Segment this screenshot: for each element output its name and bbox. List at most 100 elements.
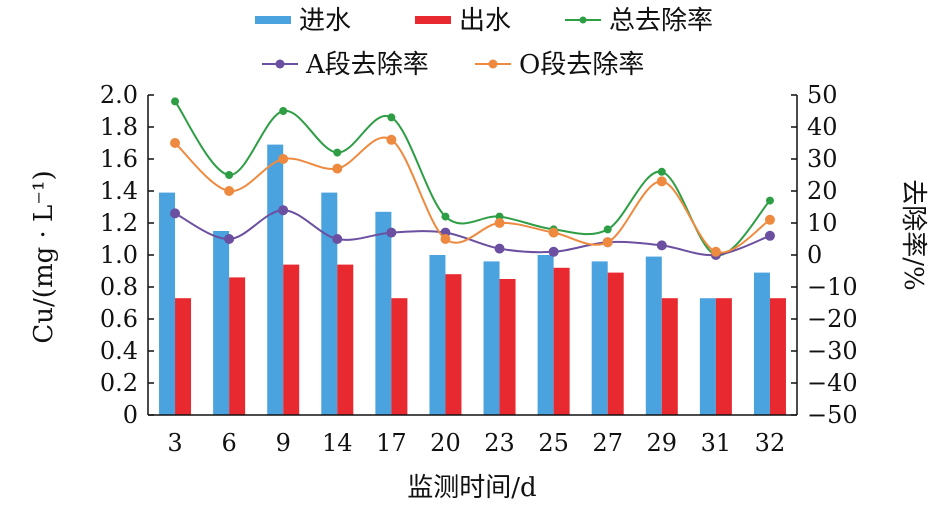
y2-tick-label: 50 [807,81,838,109]
bar-effluent-6 [229,277,246,415]
bar-influent-32 [753,272,770,415]
point-o-stage-removal-27 [602,237,613,248]
x-tick-label: 29 [647,429,678,457]
point-total-removal-29 [657,167,666,176]
legend-o-stage-removal-marker [488,59,498,69]
point-a-stage-removal-29 [656,240,667,251]
point-o-stage-removal-31 [710,246,721,257]
point-a-stage-removal-6 [224,234,235,244]
point-o-stage-removal-25 [548,227,559,238]
legend-influent: 进水 [255,6,351,36]
y-axis-title: Cu/(mg · L⁻¹) [29,170,59,343]
bar-influent-27 [591,261,608,415]
x-tick-label: 31 [701,429,732,457]
y2-tick-label: 10 [807,209,838,237]
point-a-stage-removal-17 [386,227,397,238]
x-tick-label: 3 [167,429,182,457]
line-total-removal [174,100,771,257]
y2-tick-label: 20 [807,177,838,205]
point-total-removal-9 [279,107,288,115]
bar-effluent-14 [337,264,354,415]
y2-tick-label: 30 [807,145,838,173]
point-o-stage-removal-14 [332,163,343,174]
line-a-stage-removal [174,209,771,257]
legend-effluent-label: 出水 [459,6,511,36]
x-axis-title: 监测时间/d [407,473,536,503]
x-tick-label: 14 [322,429,353,457]
y-tick-label: 1.2 [100,209,138,237]
point-total-removal-3 [171,97,180,106]
y-tick-label: 1.4 [100,177,138,205]
axes: 0 0.2 0.4 0.6 0.8 1.0 1.2 1.4 1.6 1.8 2.0 −50 −40 −30… [100,81,858,457]
y-tick-label: 0.6 [100,305,138,333]
legend-a-stage-removal: A段去除率 [262,50,429,80]
x-tick-label: 17 [376,429,407,457]
legend-total-removal-label: 总去除率 [609,6,713,36]
bar-influent-25 [537,255,554,415]
point-total-removal-32 [765,196,774,205]
y2-axis-title: 去除率/% [898,179,928,290]
y2-tick-label: −30 [807,337,858,365]
x-tick-label: 25 [538,429,569,457]
bar-influent-14 [321,192,338,415]
legend-total-removal-marker [579,16,587,24]
y2-tick-label: −20 [807,305,858,333]
y2-tick-label: −50 [807,401,858,429]
bar-effluent-17 [391,298,408,415]
x-tick-label: 23 [484,429,515,457]
point-o-stage-removal-32 [764,214,775,225]
x-tick-label: 9 [276,429,291,457]
bar-influent-29 [645,256,662,415]
bar-effluent-9 [283,264,300,415]
bar-effluent-32 [769,298,786,415]
point-total-removal-27 [603,225,612,234]
legend-effluent-swatch [415,16,451,24]
point-total-removal-17 [387,113,396,122]
bar-effluent-20 [445,274,462,415]
line-group [170,97,775,260]
bar-influent-31 [699,298,716,415]
bar-influent-6 [213,231,230,415]
point-a-stage-removal-9 [278,205,289,216]
y-tick-label: 2.0 [100,81,138,109]
legend-total-removal: 总去除率 [565,6,713,36]
point-a-stage-removal-25 [548,246,559,257]
legend-a-stage-removal-marker [275,59,285,69]
y-tick-label: 0.2 [100,369,138,397]
bar-effluent-29 [661,298,678,415]
bar-effluent-23 [499,279,516,415]
y2-tick-label: −40 [807,369,858,397]
bar-group [159,144,786,415]
legend-o-stage-removal: O段去除率 [475,50,644,80]
bar-effluent-31 [715,298,732,415]
legend-o-stage-removal-label: O段去除率 [519,50,644,80]
legend-influent-swatch [255,16,291,24]
point-o-stage-removal-23 [494,218,505,228]
bar-influent-20 [429,255,446,415]
bar-influent-9 [267,144,284,415]
y-tick-label: 0 [123,401,138,429]
y-tick-label: 1.0 [100,241,138,269]
point-a-stage-removal-14 [332,234,343,244]
y-tick-label: 1.8 [100,113,138,141]
legend: 进水 出水 总去除率 A段去除率 O段去除率 [255,6,713,80]
legend-effluent: 出水 [415,6,511,36]
y2-tick-label: 0 [807,241,822,269]
y-tick-label: 0.4 [100,337,138,365]
bar-influent-23 [483,261,500,415]
point-total-removal-6 [225,171,234,179]
x-tick-label: 6 [221,429,236,457]
point-a-stage-removal-32 [764,230,775,241]
bar-effluent-27 [607,272,624,415]
y2-tick-label: 40 [807,113,838,141]
point-o-stage-removal-3 [170,138,181,148]
point-total-removal-14 [333,148,342,157]
bar-effluent-3 [175,298,192,415]
point-o-stage-removal-9 [278,154,289,164]
point-o-stage-removal-20 [440,234,451,244]
bar-influent-3 [159,192,176,415]
y2-tick-label: −10 [807,273,858,301]
bar-influent-17 [375,211,392,415]
y-tick-label: 1.6 [100,145,138,173]
